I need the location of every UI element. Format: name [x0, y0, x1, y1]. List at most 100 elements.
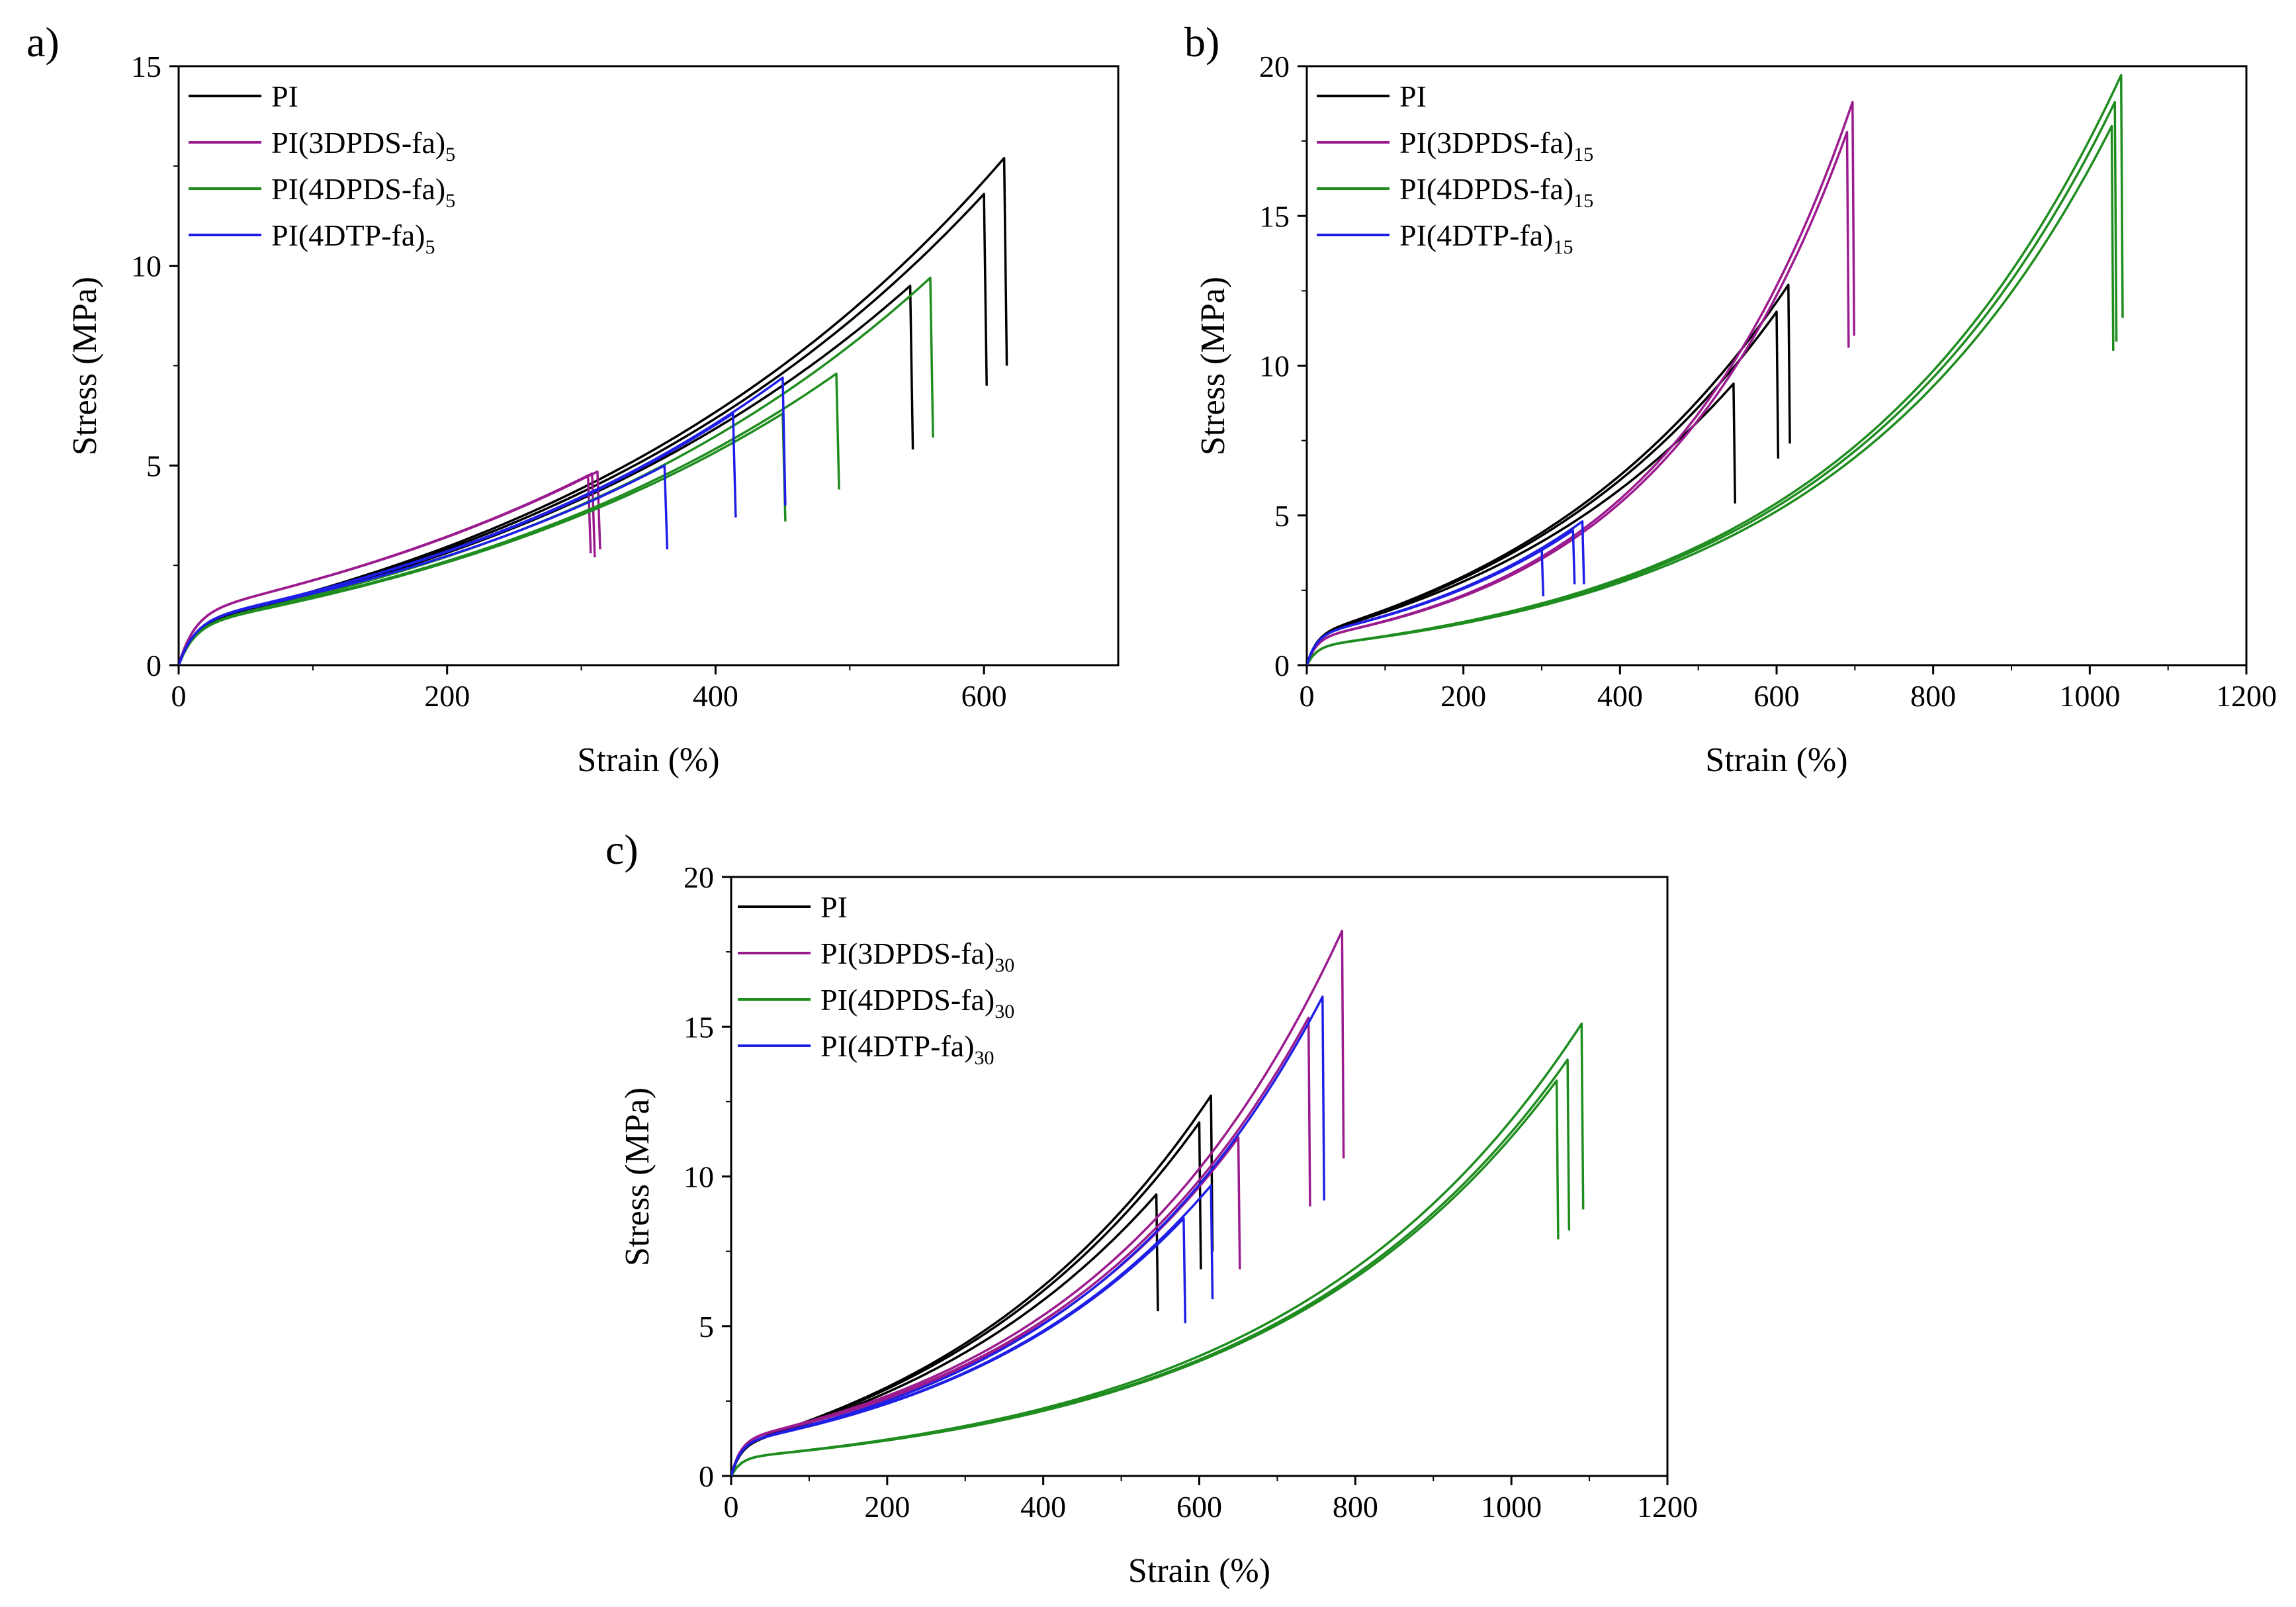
y-tick-label: 20 — [1259, 50, 1290, 83]
series-line — [1307, 382, 1737, 665]
x-tick-label: 0 — [171, 679, 187, 713]
series-line — [1307, 73, 2124, 665]
legend-label-subscript: 30 — [975, 1047, 994, 1069]
legend-label-base: PI — [1399, 79, 1427, 113]
legend-label-base: PI(3DPDS-fa) — [271, 126, 445, 160]
series-line — [731, 1016, 1311, 1476]
legend: PIPI(3DPDS-fa)15PI(4DPDS-fa)15PI(4DTP-fa… — [1317, 79, 1593, 258]
series-line — [1307, 130, 1850, 665]
legend-label-base: PI(4DPDS-fa) — [820, 983, 994, 1017]
series-line — [731, 1193, 1159, 1476]
x-tick-label: 0 — [724, 1490, 739, 1524]
x-tick-label: 200 — [424, 679, 470, 713]
x-tick-label: 1200 — [1637, 1490, 1698, 1524]
series-group — [1307, 73, 2124, 665]
y-tick-label: 15 — [1259, 199, 1290, 233]
y-tick-label: 5 — [1274, 499, 1290, 533]
legend: PIPI(3DPDS-fa)30PI(4DPDS-fa)30PI(4DTP-fa… — [738, 890, 1014, 1069]
y-tick-label: 10 — [131, 250, 161, 283]
y-tick-label: 5 — [699, 1310, 714, 1344]
y-tick-label: 20 — [684, 860, 714, 894]
y-tick-label: 15 — [131, 50, 161, 83]
series-line — [731, 995, 1325, 1476]
series-line — [179, 470, 601, 665]
x-axis-title: Strain (%) — [1128, 1552, 1270, 1590]
panel-label: b) — [1184, 19, 1219, 66]
legend-label-base: PI(3DPDS-fa) — [820, 937, 994, 970]
x-tick-label: 400 — [1597, 679, 1643, 713]
legend-label-base: PI(3DPDS-fa) — [1399, 126, 1573, 160]
y-tick-label: 10 — [684, 1160, 714, 1194]
chart-panel-a: a) 0 200 400 600 0 5 10 15 Strain (%) Stress (MPa)… — [26, 19, 1120, 779]
legend-label: PI(4DPDS-fa)5 — [271, 172, 455, 212]
series-line — [731, 1184, 1214, 1476]
legend-label: PI — [820, 890, 848, 924]
y-axis-title: Stress (MPa) — [619, 1087, 656, 1266]
x-tick-label: 0 — [1300, 679, 1315, 713]
series-group — [731, 929, 1585, 1476]
x-tick-label: 200 — [1440, 679, 1486, 713]
legend-label: PI(4DPDS-fa)15 — [1399, 172, 1593, 212]
legend-label: PI(4DPDS-fa)30 — [820, 983, 1014, 1023]
legend-label: PI(3DPDS-fa)5 — [271, 126, 455, 165]
series-line — [1307, 520, 1585, 665]
legend-label: PI(3DPDS-fa)30 — [820, 937, 1014, 976]
legend-label: PI(4DTP-fa)5 — [271, 218, 435, 258]
x-tick-label: 400 — [1020, 1490, 1066, 1524]
panel-label: c) — [605, 826, 639, 873]
legend-label-base: PI — [271, 79, 298, 113]
legend-label-subscript: 15 — [1554, 236, 1573, 258]
y-tick-label: 0 — [146, 649, 161, 682]
series-line — [731, 1094, 1214, 1476]
series-line — [731, 1022, 1585, 1476]
x-tick-label: 1000 — [1481, 1490, 1542, 1524]
legend-label: PI(4DTP-fa)30 — [820, 1029, 994, 1069]
legend-label-base: PI(4DTP-fa) — [271, 218, 425, 252]
x-tick-label: 400 — [693, 679, 738, 713]
series-line — [1307, 283, 1791, 665]
x-tick-label: 800 — [1333, 1490, 1378, 1524]
x-tick-label: 600 — [961, 679, 1007, 713]
x-tick-label: 1200 — [2216, 679, 2277, 713]
y-tick-label: 0 — [699, 1459, 714, 1493]
x-axis-title: Strain (%) — [577, 741, 719, 779]
x-tick-label: 600 — [1754, 679, 1800, 713]
x-axis-title: Strain (%) — [1705, 741, 1847, 779]
x-tick-label: 200 — [864, 1490, 910, 1524]
legend-label-subscript: 5 — [445, 144, 455, 165]
legend-label: PI — [271, 79, 298, 113]
y-tick-label: 10 — [1259, 349, 1290, 383]
legend-label-subscript: 5 — [445, 190, 455, 212]
legend-label-subscript: 30 — [994, 1001, 1014, 1023]
series-line — [179, 285, 914, 665]
series-line — [179, 376, 787, 665]
legend-label-base: PI(4DTP-fa) — [820, 1029, 975, 1063]
x-tick-label: 800 — [1910, 679, 1956, 713]
legend-label-subscript: 5 — [425, 236, 435, 258]
legend-label: PI(4DTP-fa)15 — [1399, 218, 1573, 258]
series-line — [731, 1079, 1560, 1476]
y-axis-title: Stress (MPa) — [66, 277, 104, 455]
y-tick-label: 15 — [684, 1010, 714, 1044]
chart-panel-b: b) 0 200 400 600 800 1000 1200 0 5 10 15 20 Strain (%… — [1184, 19, 2277, 779]
legend-label-base: PI(4DPDS-fa) — [271, 172, 445, 206]
x-tick-label: 1000 — [2059, 679, 2120, 713]
chart-panel-c: c) 0 200 400 600 800 1000 1200 0 5 10 15 20 Strain (%… — [605, 826, 1698, 1590]
panel-label: a) — [26, 19, 60, 66]
legend-label-subscript: 15 — [1573, 190, 1593, 212]
legend-label-base: PI — [820, 890, 848, 924]
y-tick-label: 0 — [1274, 649, 1290, 682]
series-group — [179, 157, 1008, 665]
legend-label-base: PI(4DTP-fa) — [1399, 218, 1554, 252]
series-line — [1307, 101, 1855, 665]
series-line — [179, 372, 840, 665]
legend-label: PI — [1399, 79, 1427, 113]
legend-label-base: PI(4DPDS-fa) — [1399, 172, 1573, 206]
x-tick-label: 600 — [1176, 1490, 1222, 1524]
y-axis-title: Stress (MPa) — [1194, 277, 1232, 455]
legend-label: PI(3DPDS-fa)15 — [1399, 126, 1593, 165]
legend-label-subscript: 30 — [994, 954, 1014, 976]
y-tick-label: 5 — [146, 449, 161, 482]
